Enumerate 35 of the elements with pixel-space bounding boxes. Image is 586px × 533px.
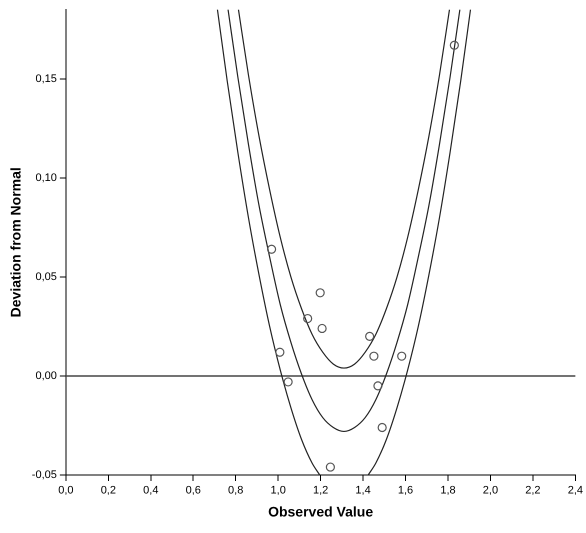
x-tick-label: 1,2	[312, 484, 328, 497]
point	[318, 324, 327, 334]
point	[316, 288, 325, 298]
x-tick-label: 2,4	[568, 484, 584, 497]
x-tick-label: 0,0	[58, 484, 74, 497]
x-tick-label: 0,2	[100, 484, 116, 497]
x-tick-label: 0,6	[186, 484, 201, 497]
y-tick-label: 0,00	[35, 370, 57, 382]
point	[266, 244, 276, 254]
point	[365, 332, 374, 341]
x-tick-label: 1,6	[398, 484, 414, 497]
line-series	[238, 10, 450, 369]
x-axis-title: Observed Value	[268, 503, 374, 520]
point	[378, 422, 387, 432]
y-tick-label: 0,05	[35, 270, 57, 283]
y-axis-title: Deviation from Normal	[7, 167, 24, 318]
x-tick-label: 2,2	[525, 484, 541, 497]
point	[326, 462, 335, 472]
point	[373, 381, 383, 390]
point	[397, 352, 406, 361]
point	[284, 377, 293, 387]
y-tick-label: 0,10	[35, 172, 57, 184]
x-tick-label: 0,8	[228, 484, 244, 497]
x-tick-label: 1,4	[355, 484, 371, 497]
point	[450, 40, 459, 50]
point	[303, 314, 312, 324]
x-tick-label: 1,0	[270, 484, 286, 497]
x-tick-label: 1,8	[440, 484, 456, 497]
x-tick-label: 0,4	[143, 484, 158, 497]
y-tick-label: -0,05	[32, 469, 57, 482]
point	[369, 352, 378, 361]
line-series	[227, 10, 460, 432]
point	[275, 348, 284, 357]
x-tick-label: 2,0	[482, 484, 498, 497]
y-tick-label: 0,15	[35, 72, 57, 85]
